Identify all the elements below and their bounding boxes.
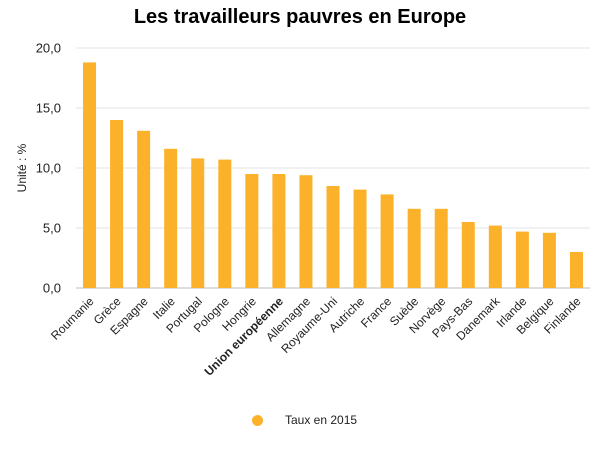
bar-france [380,194,394,288]
y-tick-label: 15,0 [36,101,61,116]
y-tick-label: 5,0 [43,221,61,236]
y-tick-label: 0,0 [43,281,61,296]
x-tick-label: Roumanie [48,294,97,343]
bar-autriche [353,189,367,288]
bar-finlande [569,252,583,288]
y-axis-label: Unité : % [15,143,29,192]
bar-pologne [218,159,232,288]
bar-espagne [137,130,151,288]
bar-danemark [488,225,502,288]
chart-title: Les travailleurs pauvres en Europe [133,6,467,28]
legend: Taux en 2015 [252,413,357,427]
legend-marker [252,414,263,426]
bar-italie [164,148,178,288]
y-tick-label: 20,0 [36,41,61,56]
bar-su-de [407,208,421,288]
bar-belgique [542,232,556,288]
bar-roumanie [83,62,97,289]
y-tick-label: 10,0 [36,161,61,176]
bar-allemagne [299,175,313,288]
legend-label: Taux en 2015 [285,413,358,427]
y-axis-ticks: 0,0 5,0 10,0 15,0 20,0 [36,41,61,296]
bars [83,62,583,289]
bar-royaume-uni [326,186,340,288]
bar-gr-ce [110,120,124,288]
bar-hongrie [245,174,259,288]
bar-irlande [515,231,529,288]
bar-union-europ-enne [272,174,286,288]
bar-portugal [191,158,205,288]
bar-pays-bas [461,222,475,288]
bar-norv-ge [434,208,448,288]
x-tick-label: France [358,294,395,331]
